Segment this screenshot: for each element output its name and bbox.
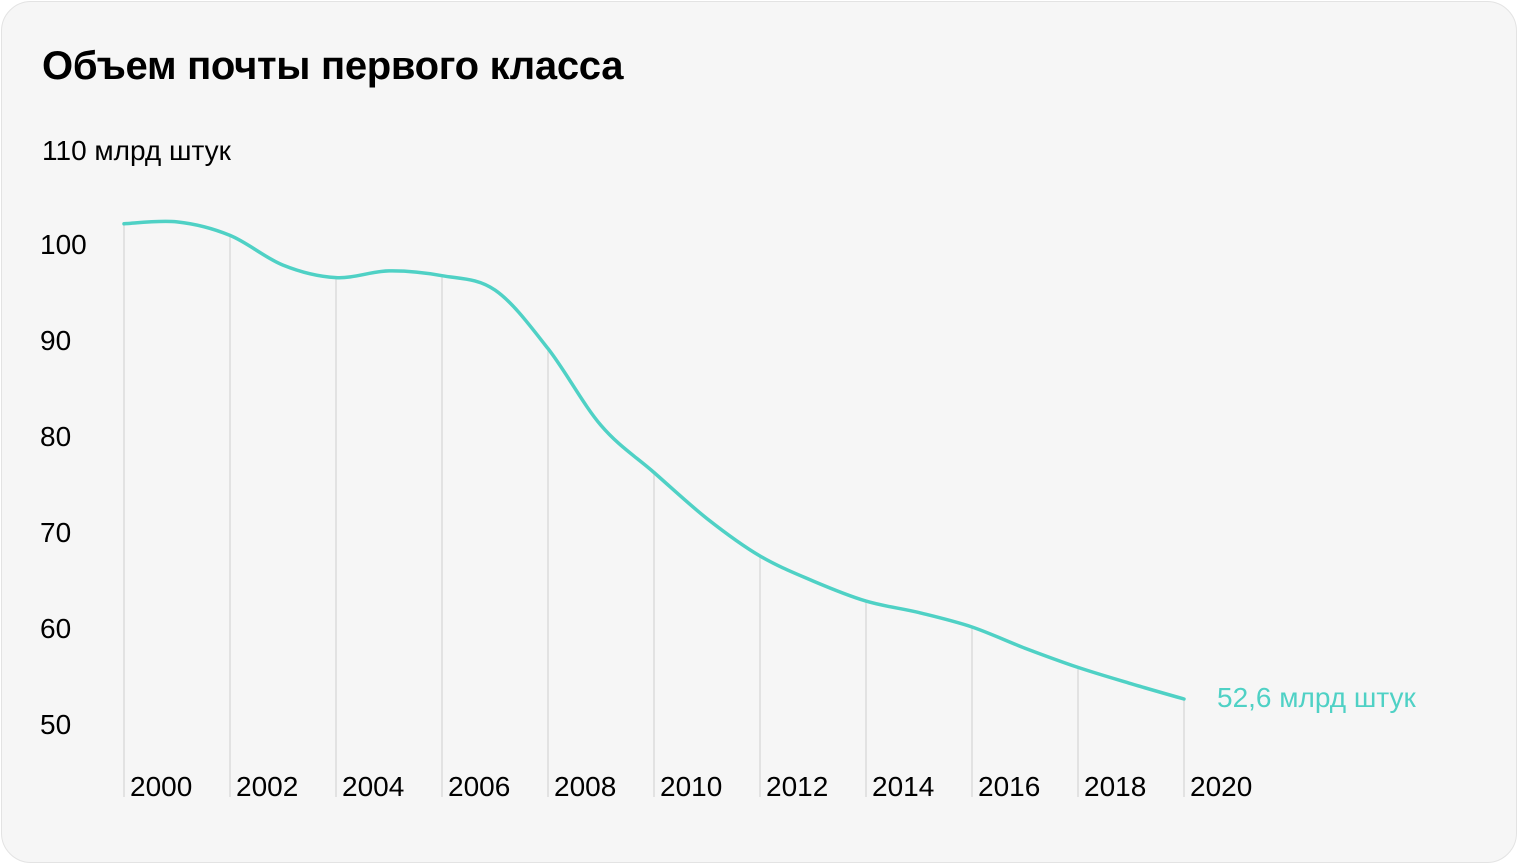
annotation-layer: 52,6 млрд штук [1217,682,1417,713]
x-tick-label: 2010 [660,771,722,802]
x-tick-label: 2000 [130,771,192,802]
series-line [122,219,1186,701]
x-tick-label: 2004 [342,771,404,802]
y-tick-label: 70 [40,517,71,548]
y-tick-label: 90 [40,325,71,356]
x-tick-label: 2018 [1084,771,1146,802]
x-tick-label: 2002 [236,771,298,802]
y-axis-unit-label: 110 млрд штук [42,135,231,166]
vertical-gridlines [123,223,1185,797]
x-tick-label: 2020 [1190,771,1252,802]
x-tick-label: 2008 [554,771,616,802]
y-tick-label: 50 [40,709,71,740]
y-axis-ticks: 100 90 80 70 60 50 [40,229,87,740]
chart-title: Объем почты первого класса [42,44,624,88]
x-tick-label: 2014 [872,771,934,802]
series-layer [122,219,1186,701]
x-tick-label: 2006 [448,771,510,802]
y-tick-label: 80 [40,421,71,452]
x-tick-label: 2016 [978,771,1040,802]
x-axis-ticks: 2000 2002 2004 2006 2008 2010 2012 2014 2016 2018… [130,771,1252,802]
x-tick-label: 2012 [766,771,828,802]
end-value-label: 52,6 млрд штук [1217,682,1417,713]
y-tick-label: 60 [40,613,71,644]
y-tick-label: 100 [40,229,87,260]
